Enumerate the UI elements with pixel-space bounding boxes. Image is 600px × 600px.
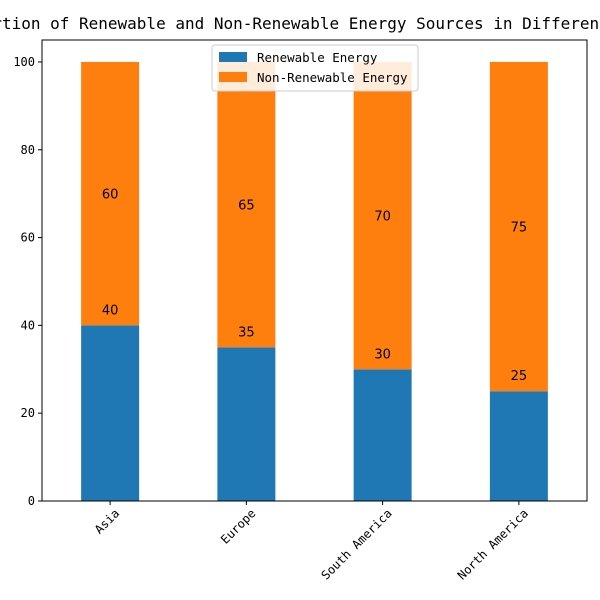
plot-area: 40 60 35 65 30 70 25 75 0 20 40 60 80 100 Asia Europe So…	[13, 39, 588, 583]
bar-non-renewable	[81, 61, 140, 326]
bar-renewable	[353, 369, 412, 501]
data-label: 70	[374, 210, 391, 225]
bar-non-renewable	[217, 61, 276, 348]
y-tick-label: 0	[28, 494, 35, 508]
data-label: 65	[238, 199, 255, 214]
data-label: 25	[511, 369, 528, 384]
data-label: 60	[102, 188, 119, 203]
data-label: 75	[511, 221, 528, 236]
bar-renewable	[81, 325, 140, 501]
axes-frame	[41, 39, 588, 502]
data-label: 30	[374, 347, 391, 362]
x-tick-label: North America	[455, 506, 531, 582]
data-label: 40	[102, 303, 119, 318]
bar-non-renewable	[489, 61, 548, 392]
legend-swatch	[219, 52, 247, 62]
y-tick-label: 80	[21, 143, 35, 157]
x-tick-label: Europe	[218, 506, 259, 547]
legend-label: Renewable Energy	[257, 50, 378, 65]
chart-title: Proportion of Renewable and Non-Renewabl…	[0, 14, 600, 33]
bar-renewable	[489, 391, 548, 501]
bar-renewable	[217, 347, 276, 501]
x-tick-label: Asia	[92, 506, 122, 536]
legend: Renewable Energy Non-Renewable Energy	[211, 44, 419, 92]
legend-swatch	[219, 72, 247, 82]
y-tick-label: 40	[21, 318, 35, 332]
y-tick-label: 100	[13, 55, 35, 69]
data-label: 35	[238, 325, 255, 340]
x-tick-label: South America	[318, 506, 394, 582]
legend-label: Non-Renewable Energy	[257, 70, 408, 85]
y-tick-label: 60	[21, 231, 35, 245]
y-tick-label: 20	[21, 406, 35, 420]
legend-box	[211, 44, 419, 92]
bar-non-renewable	[353, 61, 412, 370]
